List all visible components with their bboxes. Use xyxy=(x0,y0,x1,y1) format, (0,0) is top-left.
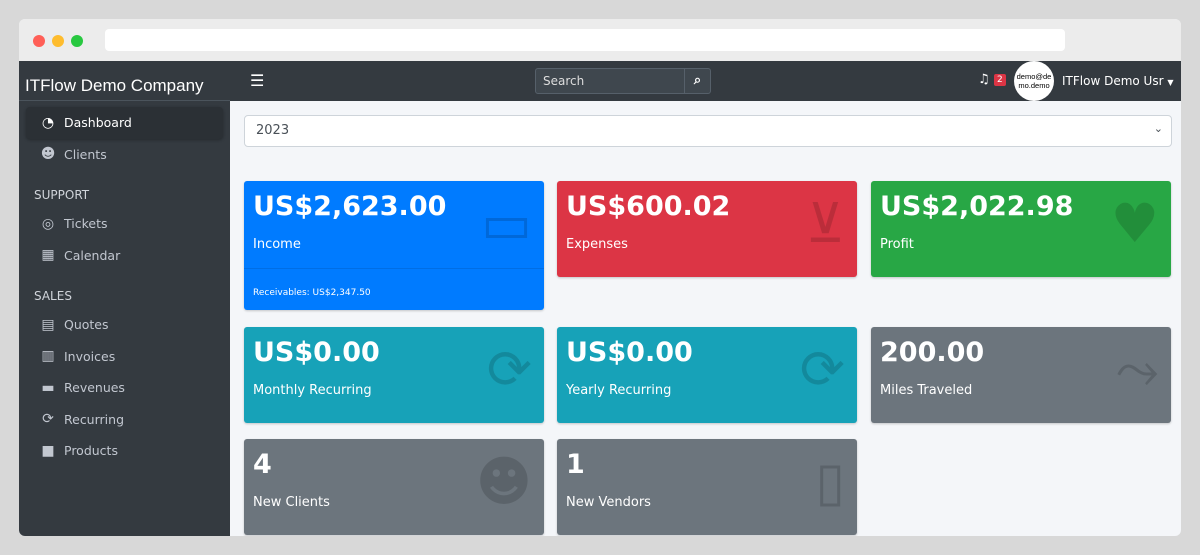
stat-card-profit: ♥ US$2,022.98 Profit xyxy=(871,181,1171,277)
stat-label: Expenses xyxy=(566,237,628,252)
label: Invoices xyxy=(64,348,116,364)
section-header-sales: SALES xyxy=(34,289,72,303)
heart-icon: ♥ xyxy=(1110,192,1159,255)
search-placeholder: Search xyxy=(543,74,585,88)
sidebar-item-dashboard[interactable]: ◔ Dashboard xyxy=(26,107,223,139)
life-ring-icon: ◎ xyxy=(41,215,55,232)
search-icon[interactable]: ⌕ xyxy=(684,69,710,93)
tachometer-icon: ◔ xyxy=(41,114,55,131)
sidebar-item-recurring[interactable]: ⟳ Recurring xyxy=(26,404,223,436)
user-name: ITFlow Demo Usr xyxy=(1062,74,1164,88)
users-icon: ☻ xyxy=(475,450,532,513)
stat-value: US$600.02 xyxy=(566,191,731,222)
box-icon: ■ xyxy=(41,442,55,459)
file-icon: ▤ xyxy=(41,316,55,333)
sidebar: ITFlow Demo Company ◔ Dashboard ☻ Clients … xyxy=(19,61,230,536)
sidebar-item-products[interactable]: ■ Products xyxy=(26,435,223,467)
section-header-support: SUPPORT xyxy=(34,188,90,202)
sidebar-item-invoices[interactable]: ▥ Invoices xyxy=(26,341,223,373)
notification-badge: 2 xyxy=(994,74,1006,86)
label: Recurring xyxy=(64,411,124,427)
top-navbar: ☰ Search ⌕ ♫ 2 demo@demo.demo ITFlow Demo… xyxy=(230,61,1181,101)
stat-card-new-vendors: ▯ 1 New Vendors xyxy=(557,439,857,535)
invoice-icon: ▥ xyxy=(41,348,55,365)
stat-value: US$2,623.00 xyxy=(253,191,447,222)
credit-card-icon: ▭ xyxy=(480,192,532,255)
sidebar-item-revenues[interactable]: ▬ Revenues xyxy=(26,372,223,404)
stat-label: New Clients xyxy=(253,495,330,510)
menu-icon[interactable]: ☰ xyxy=(250,71,265,90)
stat-value: 4 xyxy=(253,449,272,480)
label: Dashboard xyxy=(64,115,132,131)
stat-label: Income xyxy=(253,237,301,252)
stat-label: Monthly Recurring xyxy=(253,383,372,398)
stat-label: New Vendors xyxy=(566,495,651,510)
search-input[interactable]: Search ⌕ xyxy=(535,68,711,94)
stat-value: US$0.00 xyxy=(566,337,693,368)
sync-icon: ⟳ xyxy=(486,338,532,401)
route-icon: ⤳ xyxy=(1115,338,1159,401)
stat-label: Miles Traveled xyxy=(880,383,973,398)
building-icon: ▯ xyxy=(815,450,845,513)
stat-value: US$0.00 xyxy=(253,337,380,368)
receivables-footer: Receivables: US$2,347.50 xyxy=(244,268,544,310)
bell-icon[interactable]: ♫ xyxy=(978,72,990,87)
dashboard-content: 2023 ⌄ ▭ US$2,623.00 Income Receivables: US$… xyxy=(230,101,1181,536)
sync-icon: ⟳ xyxy=(799,338,845,401)
close-dot[interactable] xyxy=(33,35,45,47)
browser-window: ITFlow Demo Company ◔ Dashboard ☻ Clients … xyxy=(19,19,1181,536)
credit-card-icon: ▬ xyxy=(41,379,55,396)
stat-value: 200.00 xyxy=(880,337,985,368)
minimize-dot[interactable] xyxy=(52,35,64,47)
label: Clients xyxy=(64,146,107,162)
label: Calendar xyxy=(64,247,121,263)
stat-value: US$2,022.98 xyxy=(880,191,1074,222)
calendar-icon: ▦ xyxy=(41,247,55,264)
sidebar-item-clients[interactable]: ☻ Clients xyxy=(26,139,223,171)
sidebar-item-tickets[interactable]: ◎ Tickets xyxy=(26,208,223,240)
avatar[interactable]: demo@demo.demo xyxy=(1014,61,1054,101)
stat-card-monthly-recurring: ⟳ US$0.00 Monthly Recurring xyxy=(244,327,544,423)
stat-label: Yearly Recurring xyxy=(566,383,672,398)
chevron-down-icon: ⌄ xyxy=(1153,122,1163,135)
users-icon: ☻ xyxy=(40,146,56,163)
user-menu[interactable]: ITFlow Demo Usr ▼ xyxy=(1062,74,1174,88)
stat-card-income: ▭ US$2,623.00 Income Receivables: US$2,347.… xyxy=(244,181,544,310)
label: Tickets xyxy=(64,216,108,232)
year-select[interactable]: 2023 ⌄ xyxy=(244,115,1172,147)
browser-chrome xyxy=(19,19,1181,61)
stat-card-expenses: ⊻ US$600.02 Expenses xyxy=(557,181,857,277)
year-value: 2023 xyxy=(256,123,290,138)
caret-down-icon: ▼ xyxy=(1167,78,1174,87)
label: Products xyxy=(64,443,118,459)
brand[interactable]: ITFlow Demo Company xyxy=(19,61,230,101)
sidebar-item-calendar[interactable]: ▦ Calendar xyxy=(26,240,223,272)
stat-card-new-clients: ☻ 4 New Clients xyxy=(244,439,544,535)
label: Quotes xyxy=(64,317,109,333)
avatar-text: demo@demo.demo xyxy=(1016,72,1052,90)
stat-label: Profit xyxy=(880,237,914,252)
sync-icon: ⟳ xyxy=(42,411,54,428)
label: Revenues xyxy=(64,380,125,396)
stat-card-miles-traveled: ⤳ 200.00 Miles Traveled xyxy=(871,327,1171,423)
stat-value: 1 xyxy=(566,449,585,480)
maximize-dot[interactable] xyxy=(71,35,83,47)
shopping-cart-icon: ⊻ xyxy=(805,192,845,255)
sidebar-item-quotes[interactable]: ▤ Quotes xyxy=(26,309,223,341)
stat-card-yearly-recurring: ⟳ US$0.00 Yearly Recurring xyxy=(557,327,857,423)
address-bar[interactable] xyxy=(105,29,1065,51)
